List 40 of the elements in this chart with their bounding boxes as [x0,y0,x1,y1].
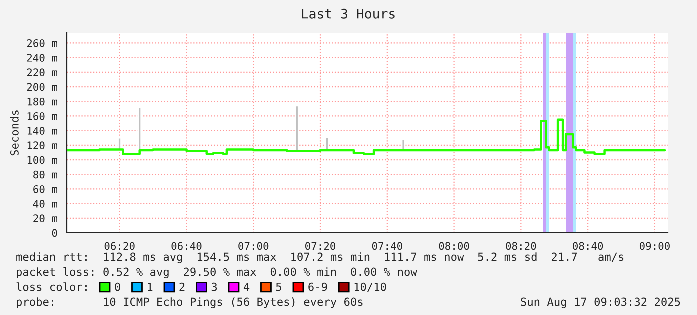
legend-label: 1 [148,282,153,292]
y-tick-label: 20 m [34,214,58,223]
legend-label: 0 [115,282,120,292]
text: median rtt: 112.8 ms avg 154.5 ms max 107.2 ms min 111.7 ms now 5.2 ms sd 21.7 am/s [16,252,624,264]
y-tick-label: 80 m [34,170,58,179]
bar [294,105,300,152]
y-tick-label: 220 m [27,68,58,77]
y-tick-label: 200 m [27,83,58,92]
legend-label: 10/10 [354,282,386,292]
text: packet loss: 0.52 % avg 29.50 % max 0.00 % min 0.00 % now [17,268,418,278]
x-tick-label: 08:40 [573,242,604,250]
y-axis-title: Seconds [10,110,19,156]
y-tick-label: 120 m [28,142,58,150]
x-tick-label: 07:20 [306,242,336,250]
y-tick-label: 60 m [34,185,58,194]
y-tick-label: 160 m [28,112,58,120]
legend-label: 5 [276,282,282,292]
x-tick-label: 09:00 [640,242,670,250]
legend-label: 3 [212,282,218,292]
legend-label: 4 [244,282,250,292]
text: Sun Aug 17 09:03:32 2025 [521,298,680,308]
chart-title: Last 3 Hours [302,8,395,19]
y-tick-label: 100 m [28,156,58,164]
y-tick-label: 260 m [27,39,58,48]
bar [138,106,142,152]
legend-label: 2 [180,282,185,292]
y-tick-label: 240 m [27,54,58,62]
x-tick-label: 08:20 [506,242,536,250]
x-tick-label: 06:20 [104,242,135,250]
y-tick-label: 0 [52,229,58,238]
y-tick-label: 180 m [28,98,58,106]
x-tick-label: 07:00 [238,242,269,250]
x-tick-label: 06:40 [172,242,202,250]
x-tick-label: 08:00 [439,242,470,250]
x-tick-label: 07:40 [372,242,402,250]
y-tick-label: 40 m [33,200,58,208]
text: probe: 10 ICMP Echo Pings (56 Bytes) every 60s [17,298,363,308]
legend-label: 6-9 [308,282,328,292]
legend-title: loss color: [16,282,87,292]
y-tick-label: 140 m [28,127,58,135]
